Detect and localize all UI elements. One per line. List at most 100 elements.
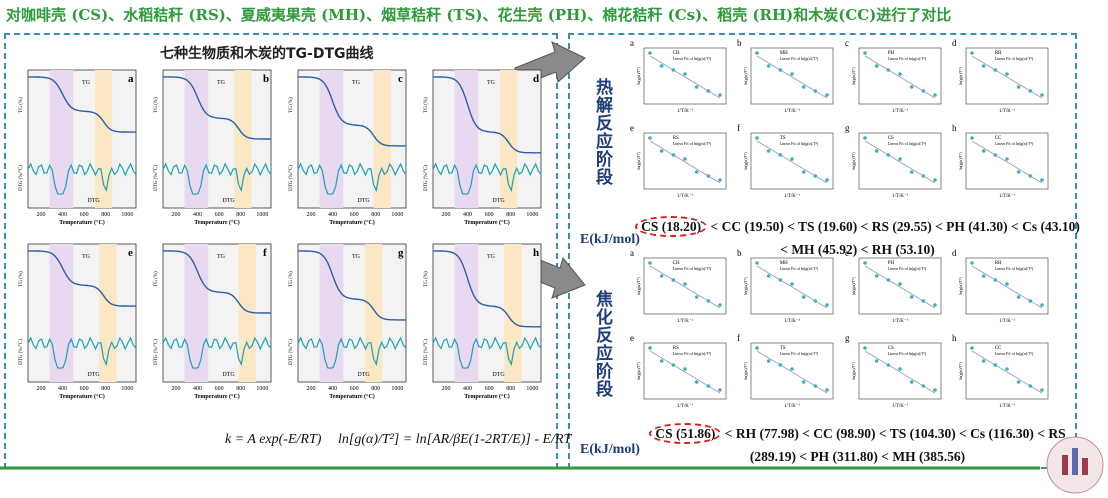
point <box>683 157 687 161</box>
x-tick-label: 400 <box>463 212 472 218</box>
point <box>648 261 652 265</box>
y-axis-label: ln(g(α)/T²) <box>851 277 856 295</box>
plot-frame <box>27 243 137 383</box>
point <box>933 303 937 307</box>
y-axis-label: ln(g(α)/T²) <box>743 362 748 380</box>
x-tick-label: 400 <box>58 212 67 218</box>
x-tick-label: 400 <box>193 386 202 392</box>
y-axis-label: DTG (%/°C) <box>424 339 429 365</box>
point <box>981 149 986 153</box>
y-axis-label: DTG (%/°C) <box>19 165 24 191</box>
x-tick-label: 800 <box>371 212 380 218</box>
point <box>694 380 699 384</box>
x-axis-label: Temperature (°C) <box>194 219 240 226</box>
dtg-curve <box>27 336 137 369</box>
panel-letter: f <box>263 247 267 259</box>
x-tick-label: 400 <box>58 386 67 392</box>
point <box>970 346 974 350</box>
legend-entry: MH <box>780 51 788 56</box>
legend-entry: TG <box>487 80 496 86</box>
point <box>921 299 926 303</box>
point <box>766 149 771 153</box>
point <box>863 51 867 55</box>
highlight: CS (18.20) <box>635 216 708 237</box>
x-axis-label: 1/T/K⁻¹ <box>999 193 1016 199</box>
x-axis-label: 1/T/K⁻¹ <box>677 403 694 409</box>
point <box>659 274 664 278</box>
y-axis-label: ln(g(α)/T²) <box>851 362 856 380</box>
panel-letter: a <box>630 248 634 258</box>
point <box>766 359 771 363</box>
point <box>778 68 783 72</box>
point <box>898 367 902 371</box>
x-axis-label: Temperature (°C) <box>329 393 375 400</box>
x-tick-label: 1000 <box>256 212 268 218</box>
point <box>933 388 937 392</box>
point <box>921 89 926 93</box>
legend-entry: DTG <box>222 198 235 204</box>
panel-letter: a <box>630 38 634 48</box>
x-tick-label: 600 <box>215 386 224 392</box>
point <box>970 51 974 55</box>
point <box>683 367 687 371</box>
legend-entry: RS <box>673 346 679 351</box>
panel-letter: h <box>533 247 539 259</box>
point <box>671 363 676 367</box>
dtg-curve <box>432 162 542 195</box>
panel-letter: b <box>263 73 269 85</box>
point <box>1028 384 1033 388</box>
legend-entry: DTG <box>492 372 505 378</box>
point <box>718 388 722 392</box>
y-axis-label: ln(g(α)/T²) <box>743 152 748 170</box>
plot-frame <box>750 257 834 315</box>
x-tick-label: 800 <box>101 386 110 392</box>
ranking: CS (18.20) < CC (19.50) < TS (19.60) < R… <box>635 215 1080 261</box>
equation: ln[g(α)/T²] = ln[AR/βE(1-2RT/E)] - E/RT <box>338 432 572 447</box>
point <box>1028 299 1033 303</box>
legend-entry: RH <box>995 261 1002 266</box>
point <box>648 346 652 350</box>
point <box>755 346 759 350</box>
highlight: CS (51.86) <box>649 423 722 444</box>
x-axis-label: 1/T/K⁻¹ <box>677 318 694 324</box>
x-axis-label: 1/T/K⁻¹ <box>677 108 694 114</box>
x-axis-label: 1/T/K⁻¹ <box>892 108 909 114</box>
plot-frame <box>965 342 1049 400</box>
stage-band <box>184 70 209 208</box>
legend-entry: Linear Fit of ln(g(α)/T²) <box>780 141 819 146</box>
legend-entry: Linear Fit of ln(g(α)/T²) <box>995 266 1034 271</box>
point <box>718 178 722 182</box>
legend-entry: TS <box>780 346 786 351</box>
dtg-curve <box>162 162 272 195</box>
panel-letter: h <box>952 123 957 133</box>
y-axis-label: ln(g(α)/T²) <box>958 277 963 295</box>
panel-letter: b <box>737 248 742 258</box>
x-tick-label: 600 <box>350 212 359 218</box>
legend-entry: CC <box>995 136 1002 141</box>
point <box>778 153 783 157</box>
point <box>874 359 879 363</box>
point <box>706 89 711 93</box>
point <box>1028 174 1033 178</box>
legend-entry: Linear Fit of ln(g(α)/T²) <box>888 141 927 146</box>
legend-entry: MH <box>780 261 788 266</box>
point <box>886 153 891 157</box>
point <box>970 136 974 140</box>
x-axis-label: 1/T/K⁻¹ <box>784 108 801 114</box>
tg-curve <box>163 250 271 314</box>
y-axis-label: TG (%) <box>154 271 159 287</box>
x-tick-label: 200 <box>36 386 45 392</box>
x-tick-label: 800 <box>371 386 380 392</box>
point <box>659 64 664 68</box>
x-axis-label: 1/T/K⁻¹ <box>999 403 1016 409</box>
point <box>825 388 829 392</box>
x-axis-label: 1/T/K⁻¹ <box>784 403 801 409</box>
energy-label: E(kJ/mol) <box>580 442 640 457</box>
point <box>778 278 783 282</box>
plot-frame <box>858 342 942 400</box>
point <box>1040 388 1044 392</box>
ranking: CS (51.86) < RH (77.98) < CC (98.90) < T… <box>635 422 1080 468</box>
x-tick-label: 1000 <box>391 386 403 392</box>
